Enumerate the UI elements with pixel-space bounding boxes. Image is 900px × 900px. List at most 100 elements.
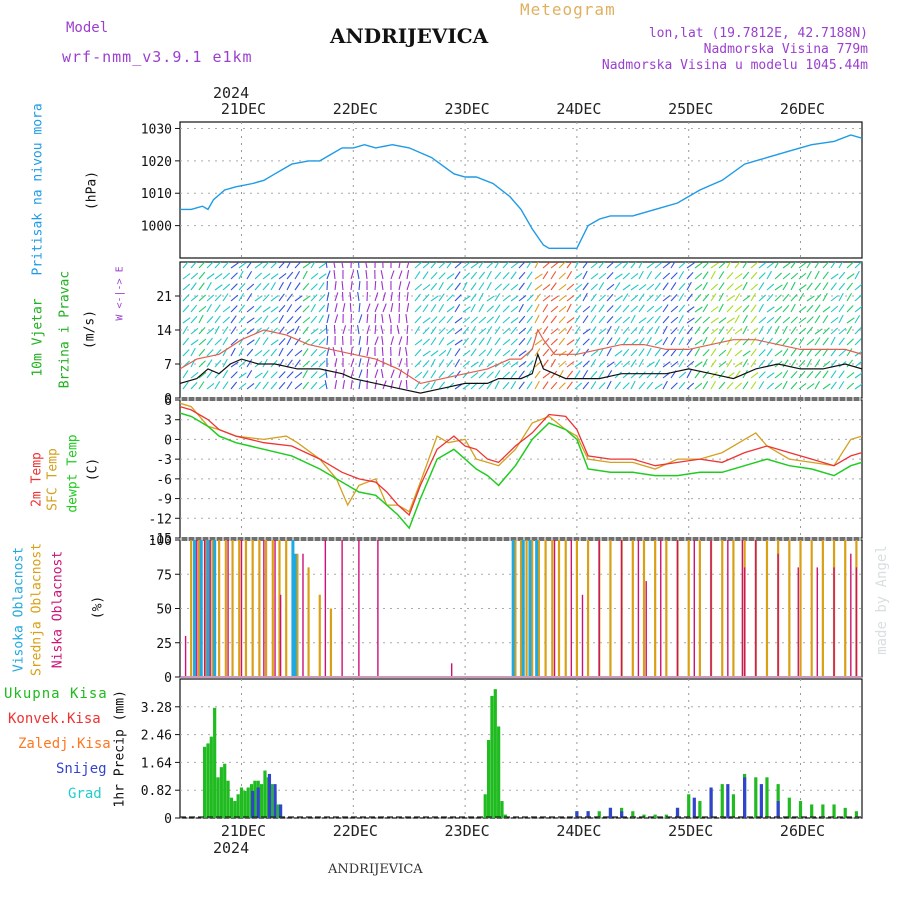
precip-bar xyxy=(754,777,758,818)
wind-barb xyxy=(646,371,654,379)
wind-barb xyxy=(598,328,607,335)
precip-bar xyxy=(854,811,859,818)
wind-barb xyxy=(854,314,861,324)
wind-barb xyxy=(270,316,279,324)
wind-barb xyxy=(318,293,326,302)
wind-barb xyxy=(670,336,677,346)
wind-barb xyxy=(526,271,533,280)
wind-barb xyxy=(318,372,327,379)
wind-barb xyxy=(381,336,384,346)
wind-barb xyxy=(398,291,401,302)
wind-barb xyxy=(238,328,247,335)
wind-barb xyxy=(758,272,766,280)
wind-barb xyxy=(550,338,558,346)
wind-barb xyxy=(774,315,782,324)
wind-barb xyxy=(734,273,743,280)
wind-barb xyxy=(462,350,471,357)
wind-barb xyxy=(357,325,360,335)
wind-barb xyxy=(742,381,749,390)
wind-barb xyxy=(390,292,393,302)
wind-barb xyxy=(502,381,510,390)
wind-barb xyxy=(470,271,478,280)
wind-barb xyxy=(694,326,701,335)
wind-barb xyxy=(526,304,533,313)
wind-barb xyxy=(606,305,614,313)
wind-barb xyxy=(822,383,831,390)
wind-barb xyxy=(814,270,820,280)
wind-barb xyxy=(838,327,847,335)
wind-barb xyxy=(726,347,732,357)
wind-barb xyxy=(502,283,510,291)
wind-barb xyxy=(310,348,318,357)
y-tick-label: 0.82 xyxy=(141,784,172,799)
wind-barb xyxy=(302,270,308,280)
wind-barb xyxy=(830,359,837,368)
precip-bar xyxy=(253,780,257,818)
wind-barb xyxy=(574,283,583,291)
wind-barb xyxy=(758,303,764,313)
wind-barb xyxy=(622,360,631,368)
wind-barb xyxy=(270,273,279,280)
wind-barb xyxy=(294,295,303,302)
wind-barb xyxy=(222,370,229,379)
wind-barb xyxy=(510,283,519,291)
wind-barb xyxy=(332,347,336,357)
wind-barb xyxy=(558,272,566,280)
wind-barb xyxy=(406,303,410,313)
wind-barb xyxy=(846,317,855,324)
wind-barb xyxy=(446,294,454,302)
precip-bar xyxy=(843,807,847,818)
wind-barb xyxy=(774,262,780,269)
wind-barb xyxy=(734,327,743,335)
wind-barb xyxy=(734,314,740,324)
wind-barb xyxy=(518,282,525,291)
precip-bar xyxy=(765,777,769,818)
wind-barb xyxy=(222,337,229,346)
wind-barb xyxy=(526,326,533,335)
wind-barb xyxy=(470,361,479,368)
wind-barb xyxy=(318,328,327,335)
wind-barb xyxy=(782,337,790,346)
wind-barb xyxy=(310,303,316,313)
wind-barb xyxy=(542,315,549,324)
x-label-bottom: 25DEC xyxy=(668,822,713,840)
wind-barb xyxy=(534,284,543,291)
wind-barb xyxy=(790,381,798,390)
wind-barb xyxy=(734,305,743,313)
wind-barb xyxy=(286,262,292,269)
temp-2m-line xyxy=(180,405,862,517)
wind-barb xyxy=(510,262,519,269)
precip-bar xyxy=(709,787,713,818)
wind-barb xyxy=(566,262,573,269)
wind-barb xyxy=(414,283,423,291)
wind-barb xyxy=(550,349,558,357)
wind-barb xyxy=(214,381,221,390)
wind-barb xyxy=(766,372,775,379)
wind-barb xyxy=(694,283,703,291)
wind-barb xyxy=(494,380,500,390)
wind-barb xyxy=(854,283,862,291)
wind-barb xyxy=(534,380,540,390)
wind-barb xyxy=(380,369,384,379)
wind-barb xyxy=(838,337,845,346)
precip-bar xyxy=(251,790,255,818)
wind-barb xyxy=(246,382,255,390)
wind-barb xyxy=(750,292,757,302)
wind-barb xyxy=(590,272,599,280)
wind-barb xyxy=(646,270,653,280)
precip-bar xyxy=(575,811,579,818)
wind-barb xyxy=(574,262,579,269)
wind-barb xyxy=(365,262,368,269)
wind-barb xyxy=(822,292,828,302)
wind-barb xyxy=(486,316,494,324)
wind-barb xyxy=(494,337,501,346)
wind-barb xyxy=(806,358,812,368)
model-altitude-label: Nadmorska Visina u modelu 1045.44m xyxy=(601,58,868,73)
wind-barb xyxy=(694,347,701,357)
wind-barb xyxy=(566,370,574,379)
wind-barb xyxy=(742,271,750,280)
wind-barb xyxy=(310,360,319,368)
wind-barb xyxy=(718,303,724,313)
wind-barb xyxy=(438,272,446,280)
wind-barb xyxy=(310,328,319,335)
